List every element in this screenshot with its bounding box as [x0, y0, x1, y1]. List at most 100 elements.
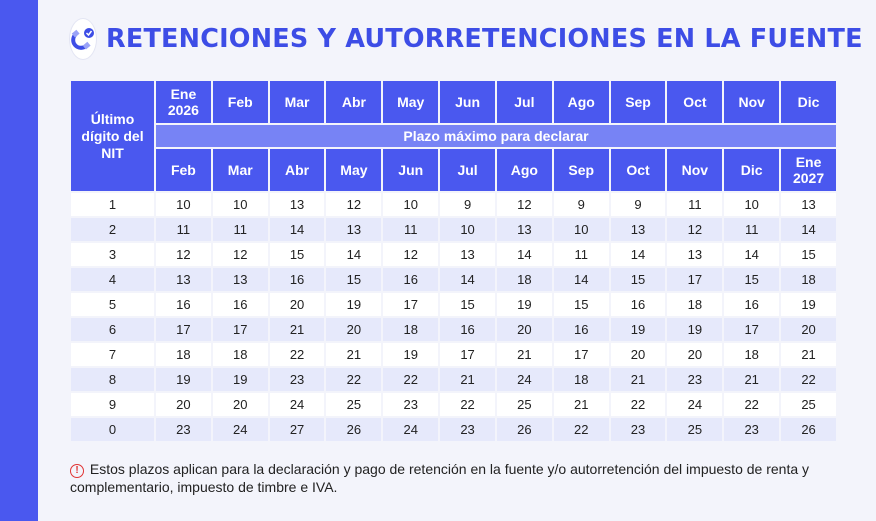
deadline-day-cell: 14 [269, 218, 325, 241]
deadline-day-cell: 17 [553, 343, 609, 366]
header-due-month: Ene 2027 [781, 149, 836, 191]
deadline-day-cell: 18 [553, 368, 609, 391]
deadline-day-cell: 18 [156, 343, 211, 366]
deadline-day-cell: 11 [724, 218, 780, 241]
deadline-day-cell: 14 [496, 243, 552, 266]
header-period-month: Dic [781, 81, 836, 123]
deadline-day-cell: 24 [667, 393, 723, 416]
header-due-month: Nov [667, 149, 723, 191]
table-row: 7 18 18 22 21 19 17 21 17 20 20 18 21 [71, 343, 836, 366]
deadline-day-cell: 25 [326, 393, 382, 416]
deadline-day-cell: 12 [326, 193, 382, 216]
table-row: 2 11 11 14 13 11 10 13 10 13 12 11 14 [71, 218, 836, 241]
page-title: RETENCIONES Y AUTORRETENCIONES EN LA FUE… [106, 24, 863, 54]
deadline-day-cell: 23 [724, 418, 780, 441]
deadline-day-cell: 11 [212, 218, 268, 241]
footnote: ! Estos plazos aplican para la declaraci… [70, 460, 830, 496]
deadline-day-cell: 10 [553, 218, 609, 241]
header-due-month: Dic [724, 149, 780, 191]
header-period-month: Oct [667, 81, 723, 123]
header-due-month: Feb [156, 149, 211, 191]
deadline-day-cell: 19 [383, 343, 439, 366]
header-due-month: Sep [553, 149, 609, 191]
table-row: 1 10 10 13 12 10 9 12 9 9 11 10 13 [71, 193, 836, 216]
deadline-day-cell: 12 [667, 218, 723, 241]
header-nit-digit: Último dígito del NIT [71, 81, 154, 191]
deadline-day-cell: 24 [212, 418, 268, 441]
deadline-day-cell: 12 [496, 193, 552, 216]
header-period-month: Feb [212, 81, 268, 123]
nit-digit-cell: 9 [71, 393, 154, 416]
deadline-day-cell: 12 [156, 243, 211, 266]
header-deadline-band: Plazo máximo para declarar [156, 125, 836, 147]
header-due-month: Abr [269, 149, 325, 191]
deadline-day-cell: 20 [212, 393, 268, 416]
table-row: 6 17 17 21 20 18 16 20 16 19 19 17 20 [71, 318, 836, 341]
deadline-day-cell: 18 [383, 318, 439, 341]
deadline-day-cell: 21 [553, 393, 609, 416]
deadline-day-cell: 22 [269, 343, 325, 366]
deadline-day-cell: 20 [667, 343, 723, 366]
deadline-day-cell: 20 [781, 318, 836, 341]
deadline-day-cell: 15 [610, 268, 666, 291]
deadline-day-cell: 9 [610, 193, 666, 216]
nit-digit-cell: 4 [71, 268, 154, 291]
deadline-day-cell: 14 [781, 218, 836, 241]
deadline-day-cell: 10 [440, 218, 495, 241]
deadline-day-cell: 26 [496, 418, 552, 441]
deadline-day-cell: 11 [553, 243, 609, 266]
deadline-day-cell: 19 [667, 318, 723, 341]
deadline-day-cell: 12 [383, 243, 439, 266]
header-period-month: Jun [440, 81, 495, 123]
deadline-day-cell: 24 [496, 368, 552, 391]
deadline-day-cell: 21 [781, 343, 836, 366]
deadline-day-cell: 14 [724, 243, 780, 266]
deadline-day-cell: 23 [269, 368, 325, 391]
deadline-day-cell: 13 [212, 268, 268, 291]
deadline-day-cell: 23 [156, 418, 211, 441]
footnote-text: Estos plazos aplican para la declaración… [70, 461, 810, 495]
deadline-day-cell: 18 [781, 268, 836, 291]
table-row: 9 20 20 24 25 23 22 25 21 22 24 22 25 [71, 393, 836, 416]
deadline-day-cell: 16 [212, 293, 268, 316]
header-period-month: Nov [724, 81, 780, 123]
header-period-month: Abr [326, 81, 382, 123]
deadline-day-cell: 13 [156, 268, 211, 291]
deadline-day-cell: 23 [667, 368, 723, 391]
deadline-day-cell: 14 [553, 268, 609, 291]
deadline-day-cell: 18 [496, 268, 552, 291]
deadline-day-cell: 17 [383, 293, 439, 316]
deadline-day-cell: 22 [326, 368, 382, 391]
nit-digit-cell: 1 [71, 193, 154, 216]
deadline-day-cell: 10 [156, 193, 211, 216]
deadline-day-cell: 15 [781, 243, 836, 266]
deadline-day-cell: 22 [724, 393, 780, 416]
deadline-day-cell: 16 [383, 268, 439, 291]
logo [70, 19, 96, 59]
nit-digit-cell: 2 [71, 218, 154, 241]
deadline-day-cell: 16 [610, 293, 666, 316]
deadline-day-cell: 13 [781, 193, 836, 216]
nit-digit-cell: 3 [71, 243, 154, 266]
table-row: 5 16 16 20 19 17 15 19 15 16 18 16 19 [71, 293, 836, 316]
deadline-day-cell: 15 [326, 268, 382, 291]
deadline-day-cell: 15 [553, 293, 609, 316]
deadline-day-cell: 20 [496, 318, 552, 341]
header-period-month: Jul [496, 81, 552, 123]
header-due-month: Mar [212, 149, 268, 191]
header-due-month: Jul [440, 149, 495, 191]
table-row: 0 23 24 27 26 24 23 26 22 23 25 23 26 [71, 418, 836, 441]
deadline-day-cell: 11 [667, 193, 723, 216]
deadline-day-cell: 16 [269, 268, 325, 291]
nit-digit-cell: 6 [71, 318, 154, 341]
deadline-day-cell: 17 [667, 268, 723, 291]
deadline-day-cell: 17 [724, 318, 780, 341]
deadline-day-cell: 19 [610, 318, 666, 341]
header-period-month: Ene 2026 [156, 81, 211, 123]
deadline-day-cell: 22 [610, 393, 666, 416]
deadline-day-cell: 23 [440, 418, 495, 441]
deadline-day-cell: 18 [724, 343, 780, 366]
deadline-day-cell: 21 [269, 318, 325, 341]
deadline-day-cell: 17 [212, 318, 268, 341]
table-row: 3 12 12 15 14 12 13 14 11 14 13 14 15 [71, 243, 836, 266]
